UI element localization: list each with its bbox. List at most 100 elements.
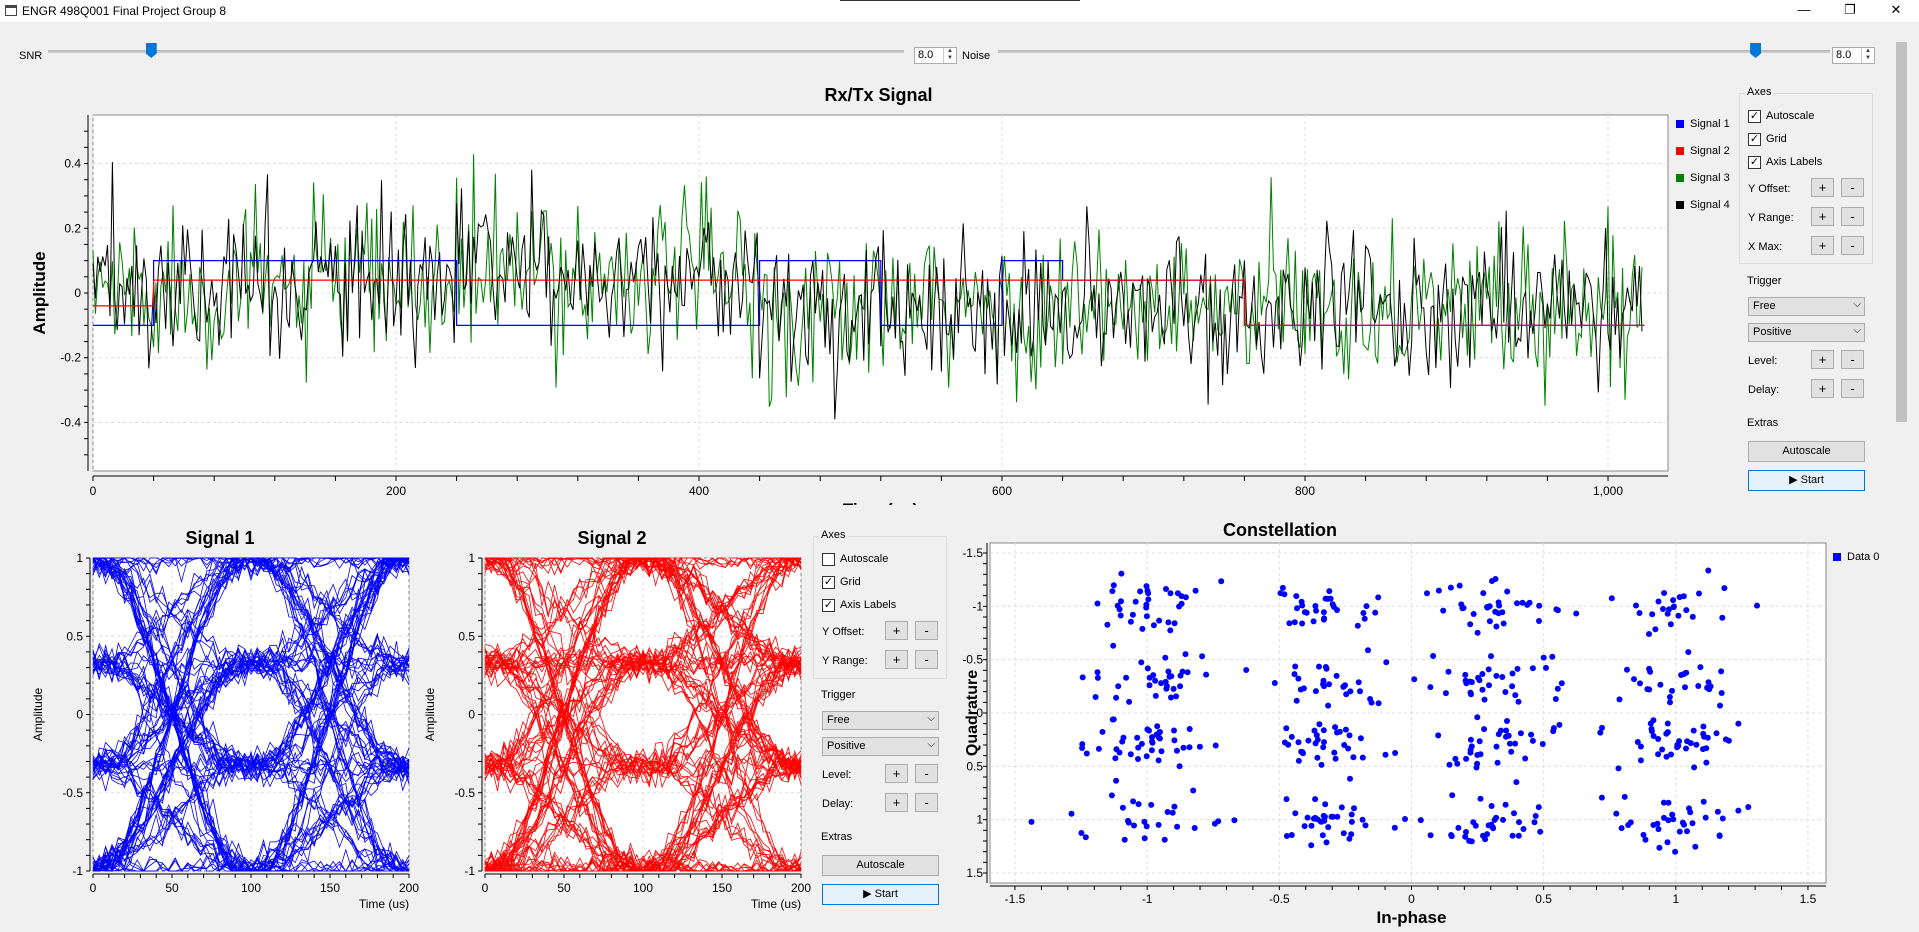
eye-trace: [92, 659, 410, 872]
data-point: [1119, 738, 1126, 745]
snr-slider[interactable]: [48, 50, 904, 53]
legend-label: Signal 2: [1690, 145, 1730, 157]
spin-arrows-icon[interactable]: ▲ ▼: [1861, 48, 1874, 63]
data-point: [1321, 739, 1327, 746]
signal1-eye-plot[interactable]: 1 0.5 0 -0.5 -1 0 50 100 150 200 Amplitude Time (us…: [20, 550, 420, 920]
noise-slider[interactable]: [998, 50, 1830, 53]
y-range-plus-button[interactable]: +: [885, 650, 908, 669]
data-point: [1725, 737, 1732, 744]
data-point: [1325, 824, 1332, 831]
data-point: [1445, 668, 1452, 675]
noise-spinbox[interactable]: 8.0 ▲ ▼: [1832, 47, 1875, 64]
data-point: [1663, 753, 1670, 760]
scrollbar-thumb[interactable]: [1896, 42, 1907, 422]
y-tick-label: 0: [468, 708, 475, 722]
data-point: [1079, 741, 1086, 748]
signal2-eye-plot[interactable]: 1 0.5 0 -0.5 -1 0 50 100 150 200 Amplitude Time (us…: [412, 550, 812, 920]
y-offset-plus-button[interactable]: +: [1811, 178, 1834, 197]
eye-trace: [92, 759, 410, 872]
y-range-minus-button[interactable]: -: [1841, 207, 1864, 226]
data-point: [1161, 836, 1168, 843]
delay-minus-button[interactable]: -: [915, 793, 938, 812]
delay-plus-button[interactable]: +: [885, 793, 908, 812]
level-plus-button[interactable]: +: [1811, 350, 1834, 369]
data-point: [1243, 667, 1250, 673]
vertical-scrollbar[interactable]: [1893, 40, 1910, 932]
data-point: [1683, 607, 1690, 614]
data-point: [1127, 618, 1134, 625]
data-point: [1692, 843, 1699, 850]
eye-trace: [92, 648, 410, 872]
x-tick-label: 50: [165, 881, 179, 895]
x-max-plus-button[interactable]: +: [1811, 236, 1834, 255]
data-point: [1598, 794, 1605, 801]
y-offset-minus-button[interactable]: -: [1841, 178, 1864, 197]
eye-trace: [484, 557, 802, 873]
checkbox-icon[interactable]: ✓: [1748, 156, 1761, 169]
data-point: [1519, 599, 1526, 606]
maximize-button[interactable]: ❐: [1844, 2, 1856, 17]
legend-swatch: [1833, 553, 1841, 561]
delay-minus-button[interactable]: -: [1841, 379, 1864, 398]
checkbox-icon[interactable]: ✓: [1748, 110, 1761, 123]
data-point: [1718, 668, 1725, 675]
checkbox-icon[interactable]: [822, 553, 835, 566]
noise-slider-handle[interactable]: [1750, 43, 1762, 58]
y-range-plus-button[interactable]: +: [1811, 207, 1834, 226]
close-button[interactable]: ✕: [1890, 2, 1902, 17]
data-point: [1536, 618, 1542, 624]
x-tick-label: 1.5: [1800, 892, 1817, 906]
data-point: [1184, 669, 1191, 676]
eye-trace: [92, 751, 410, 781]
data-point: [1479, 686, 1486, 693]
trigger-mode-select[interactable]: Free ⌵: [822, 711, 939, 730]
legend-swatch: [1676, 201, 1684, 209]
data-point: [1424, 590, 1430, 597]
checkbox-icon[interactable]: ✓: [822, 599, 835, 612]
trigger-slope-select[interactable]: Positive ⌵: [822, 737, 939, 756]
eye-trace: [93, 557, 410, 872]
autoscale-button[interactable]: Autoscale: [822, 855, 939, 876]
start-button[interactable]: ▶ Start: [822, 884, 939, 905]
data-point: [1190, 787, 1197, 794]
data-point: [1447, 584, 1454, 591]
data-point: [1442, 690, 1449, 697]
checkbox-icon[interactable]: ✓: [1748, 133, 1761, 146]
y-offset-minus-button[interactable]: -: [915, 621, 938, 640]
data-point: [1332, 755, 1339, 762]
level-minus-button[interactable]: -: [915, 764, 938, 783]
trigger-mode-select[interactable]: Free ⌵: [1748, 297, 1865, 316]
trigger-slope-select[interactable]: Positive ⌵: [1748, 323, 1865, 342]
level-minus-button[interactable]: -: [1841, 350, 1864, 369]
level-plus-button[interactable]: +: [885, 764, 908, 783]
y-range-minus-button[interactable]: -: [915, 650, 938, 669]
delay-plus-button[interactable]: +: [1811, 379, 1834, 398]
data-point: [1277, 590, 1284, 597]
y-offset-plus-button[interactable]: +: [885, 621, 908, 640]
x-max-minus-button[interactable]: -: [1841, 236, 1864, 255]
eye-trace: [92, 557, 409, 782]
snr-spinbox[interactable]: 8.0 ▲ ▼: [914, 47, 957, 64]
checkbox-icon[interactable]: ✓: [822, 576, 835, 589]
x-tick-label: 100: [633, 881, 653, 895]
data-point: [1320, 609, 1327, 616]
start-button[interactable]: ▶ Start: [1748, 470, 1865, 491]
data-point: [1108, 792, 1115, 799]
data-point: [1099, 728, 1106, 735]
data-point: [1372, 609, 1379, 616]
autoscale-button[interactable]: Autoscale: [1748, 441, 1865, 462]
minimize-button[interactable]: —: [1797, 2, 1811, 17]
data-point: [1212, 742, 1219, 749]
legend-label: Signal 3: [1690, 172, 1730, 184]
constellation-plot[interactable]: 1.5 -1.5 1 -1 0.5 -0.5 0 0 -0.5 0.5 -1 1 -1.5 1.5 Quad…: [955, 540, 1835, 930]
rxtx-plot[interactable]: 0.4 0.2 0 -0.2 -0.4 0 200 400 600 800 1,000 Amplitu…: [0, 105, 1730, 505]
data-point: [1599, 724, 1605, 731]
delay-label: Delay:: [1748, 384, 1780, 396]
data-point: [1470, 611, 1477, 617]
data-point: [1171, 737, 1178, 744]
snr-slider-handle[interactable]: [145, 43, 157, 58]
data-point: [1654, 820, 1661, 827]
data-point: [1143, 753, 1150, 760]
data-point: [1137, 588, 1144, 595]
spin-arrows-icon[interactable]: ▲ ▼: [943, 48, 956, 63]
